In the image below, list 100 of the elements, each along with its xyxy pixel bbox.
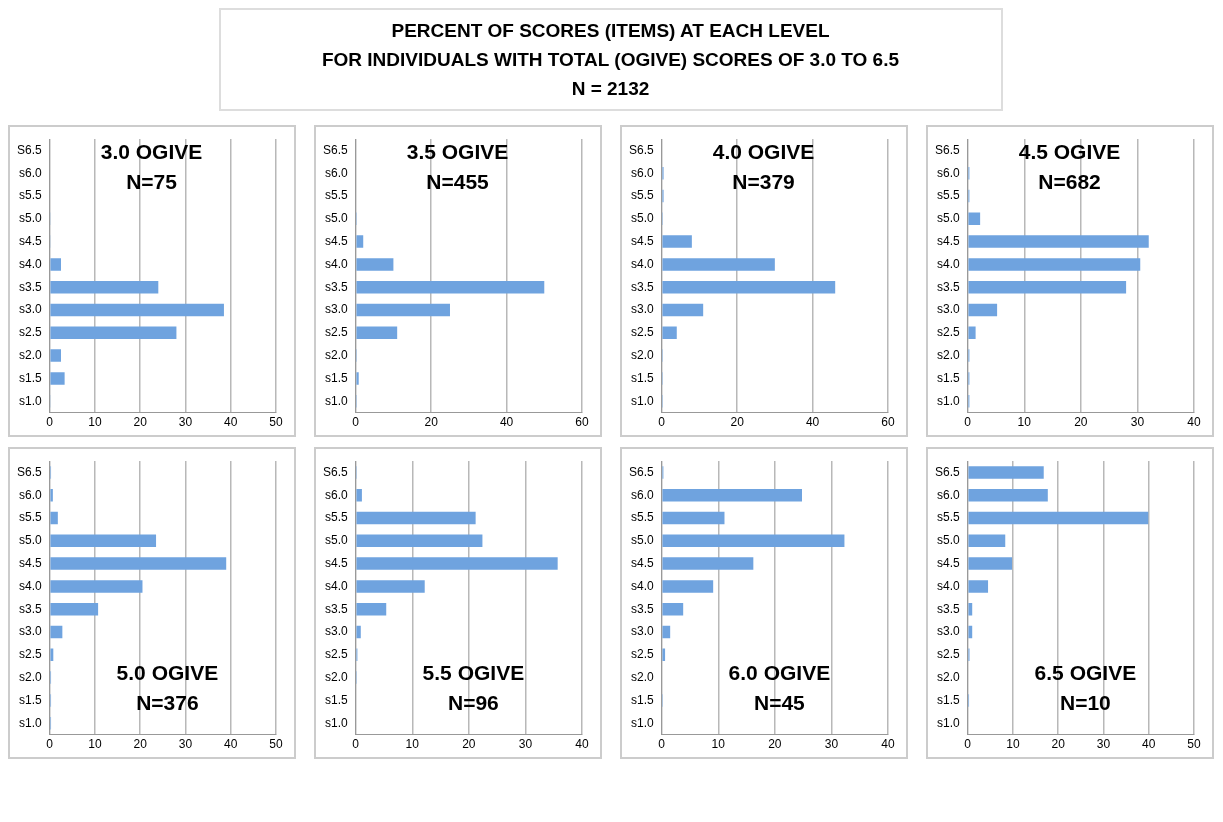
x-tick-label: 60 bbox=[880, 415, 895, 430]
y-tick-label: s2.0 bbox=[936, 347, 960, 362]
y-tick-label: s1.5 bbox=[18, 370, 42, 385]
y-tick-label: s5.5 bbox=[630, 188, 654, 203]
x-tick-label: 60 bbox=[574, 415, 589, 430]
y-tick-label: s3.5 bbox=[18, 601, 42, 616]
text: FOR INDIVIDUALS WITH TOTAL (OGIVE) SCORES OF 3.0 TO 6.5 bbox=[320, 48, 901, 72]
y-tick-label: s5.5 bbox=[936, 188, 960, 203]
y-tick-label: s5.5 bbox=[630, 510, 654, 525]
y-tick-label: s2.5 bbox=[630, 325, 654, 340]
bar bbox=[967, 212, 980, 226]
y-tick-label: S6.5 bbox=[322, 142, 348, 157]
bar bbox=[355, 326, 397, 340]
y-tick-label: s3.0 bbox=[630, 624, 654, 639]
text: N=455 bbox=[425, 169, 489, 193]
y-tick-label: s6.0 bbox=[936, 165, 960, 180]
bar bbox=[661, 534, 844, 548]
y-tick-label: s3.0 bbox=[18, 302, 42, 317]
y-tick-label: s1.0 bbox=[324, 715, 348, 730]
y-tick-label: s3.0 bbox=[936, 302, 960, 317]
bar bbox=[967, 511, 1148, 525]
y-tick-label: s3.0 bbox=[324, 302, 348, 317]
y-tick-label: S6.5 bbox=[934, 142, 960, 157]
y-tick-label: s1.5 bbox=[936, 370, 960, 385]
chart-title: 3.0 OGIVE bbox=[100, 139, 202, 163]
y-tick-label: s5.0 bbox=[324, 211, 348, 226]
bar bbox=[355, 511, 476, 525]
y-tick-label: s6.0 bbox=[18, 487, 42, 502]
y-tick-label: s4.0 bbox=[936, 578, 960, 593]
x-tick-label: 0 bbox=[963, 737, 971, 752]
y-tick-label: s3.5 bbox=[936, 601, 960, 616]
x-tick-label: 10 bbox=[87, 415, 102, 430]
y-tick-label: s2.0 bbox=[18, 347, 42, 362]
y-tick-label: s2.0 bbox=[324, 669, 348, 684]
x-tick-label: 0 bbox=[351, 415, 359, 430]
bar bbox=[661, 303, 703, 317]
x-tick-label: 20 bbox=[1073, 415, 1088, 430]
bar bbox=[355, 258, 393, 271]
text: 6.5 OGIVE bbox=[1034, 661, 1136, 685]
x-tick-label: 50 bbox=[268, 415, 283, 430]
bar bbox=[967, 303, 997, 317]
x-tick-label: 30 bbox=[1130, 415, 1144, 430]
x-tick-label: 20 bbox=[133, 737, 147, 752]
y-tick-label: s4.5 bbox=[324, 233, 348, 248]
y-tick-label: S6.5 bbox=[16, 464, 42, 479]
y-tick-label: s2.0 bbox=[630, 669, 654, 684]
bar bbox=[967, 235, 1149, 248]
y-tick-label: s6.0 bbox=[18, 165, 42, 180]
y-tick-label: s1.5 bbox=[630, 370, 654, 385]
text: 6.0 OGIVE bbox=[728, 661, 830, 685]
y-tick-label: s5.0 bbox=[630, 211, 654, 226]
bar bbox=[967, 488, 1048, 502]
bar bbox=[661, 488, 802, 502]
y-tick-label: s6.0 bbox=[630, 487, 654, 502]
x-tick-label: 0 bbox=[657, 737, 665, 752]
y-tick-label: s4.0 bbox=[18, 256, 42, 271]
bar bbox=[967, 466, 1044, 479]
y-tick-label: s1.0 bbox=[630, 715, 654, 730]
bar bbox=[49, 648, 53, 662]
bar bbox=[967, 625, 972, 639]
text: N=682 bbox=[1037, 169, 1101, 193]
bar bbox=[967, 580, 988, 593]
x-tick-label: 10 bbox=[405, 737, 419, 752]
y-tick-label: s5.5 bbox=[324, 510, 348, 525]
x-tick-label: 40 bbox=[1186, 415, 1201, 430]
x-tick-label: 0 bbox=[351, 737, 359, 752]
y-tick-label: S6.5 bbox=[628, 142, 654, 157]
y-tick-label: s4.0 bbox=[18, 578, 42, 593]
x-tick-label: 20 bbox=[729, 415, 744, 430]
x-tick-label: 40 bbox=[805, 415, 820, 430]
y-tick-label: s1.5 bbox=[324, 692, 348, 707]
y-tick-label: s6.0 bbox=[324, 165, 348, 180]
x-tick-label: 20 bbox=[423, 415, 438, 430]
bar bbox=[661, 580, 713, 593]
bar bbox=[967, 258, 1140, 271]
x-tick-label: 40 bbox=[223, 415, 238, 430]
bar bbox=[355, 280, 544, 294]
bar bbox=[967, 602, 972, 616]
x-tick-label: 20 bbox=[133, 415, 147, 430]
bar bbox=[661, 602, 683, 616]
chart-title: 3.5 OGIVE bbox=[406, 139, 508, 163]
y-tick-label: s2.5 bbox=[324, 647, 348, 662]
x-tick-label: 30 bbox=[518, 737, 532, 752]
y-tick-label: s5.0 bbox=[324, 533, 348, 548]
x-tick-label: 20 bbox=[461, 737, 476, 752]
y-tick-label: s3.5 bbox=[630, 279, 654, 294]
x-tick-label: 20 bbox=[1051, 737, 1065, 752]
bar bbox=[49, 488, 53, 502]
x-tick-label: 10 bbox=[87, 737, 102, 752]
text: N=10 bbox=[1059, 691, 1111, 715]
y-tick-label: S6.5 bbox=[16, 142, 42, 157]
y-tick-label: s5.0 bbox=[630, 533, 654, 548]
y-tick-label: s6.0 bbox=[630, 165, 654, 180]
y-tick-label: s5.5 bbox=[18, 510, 42, 525]
y-tick-label: s4.0 bbox=[936, 256, 960, 271]
text: 5.0 OGIVE bbox=[116, 661, 218, 685]
x-tick-label: 30 bbox=[178, 737, 192, 752]
chart-title: 4.5 OGIVE bbox=[1018, 139, 1120, 163]
y-tick-label: s3.5 bbox=[324, 279, 348, 294]
x-tick-label: 0 bbox=[45, 737, 53, 752]
